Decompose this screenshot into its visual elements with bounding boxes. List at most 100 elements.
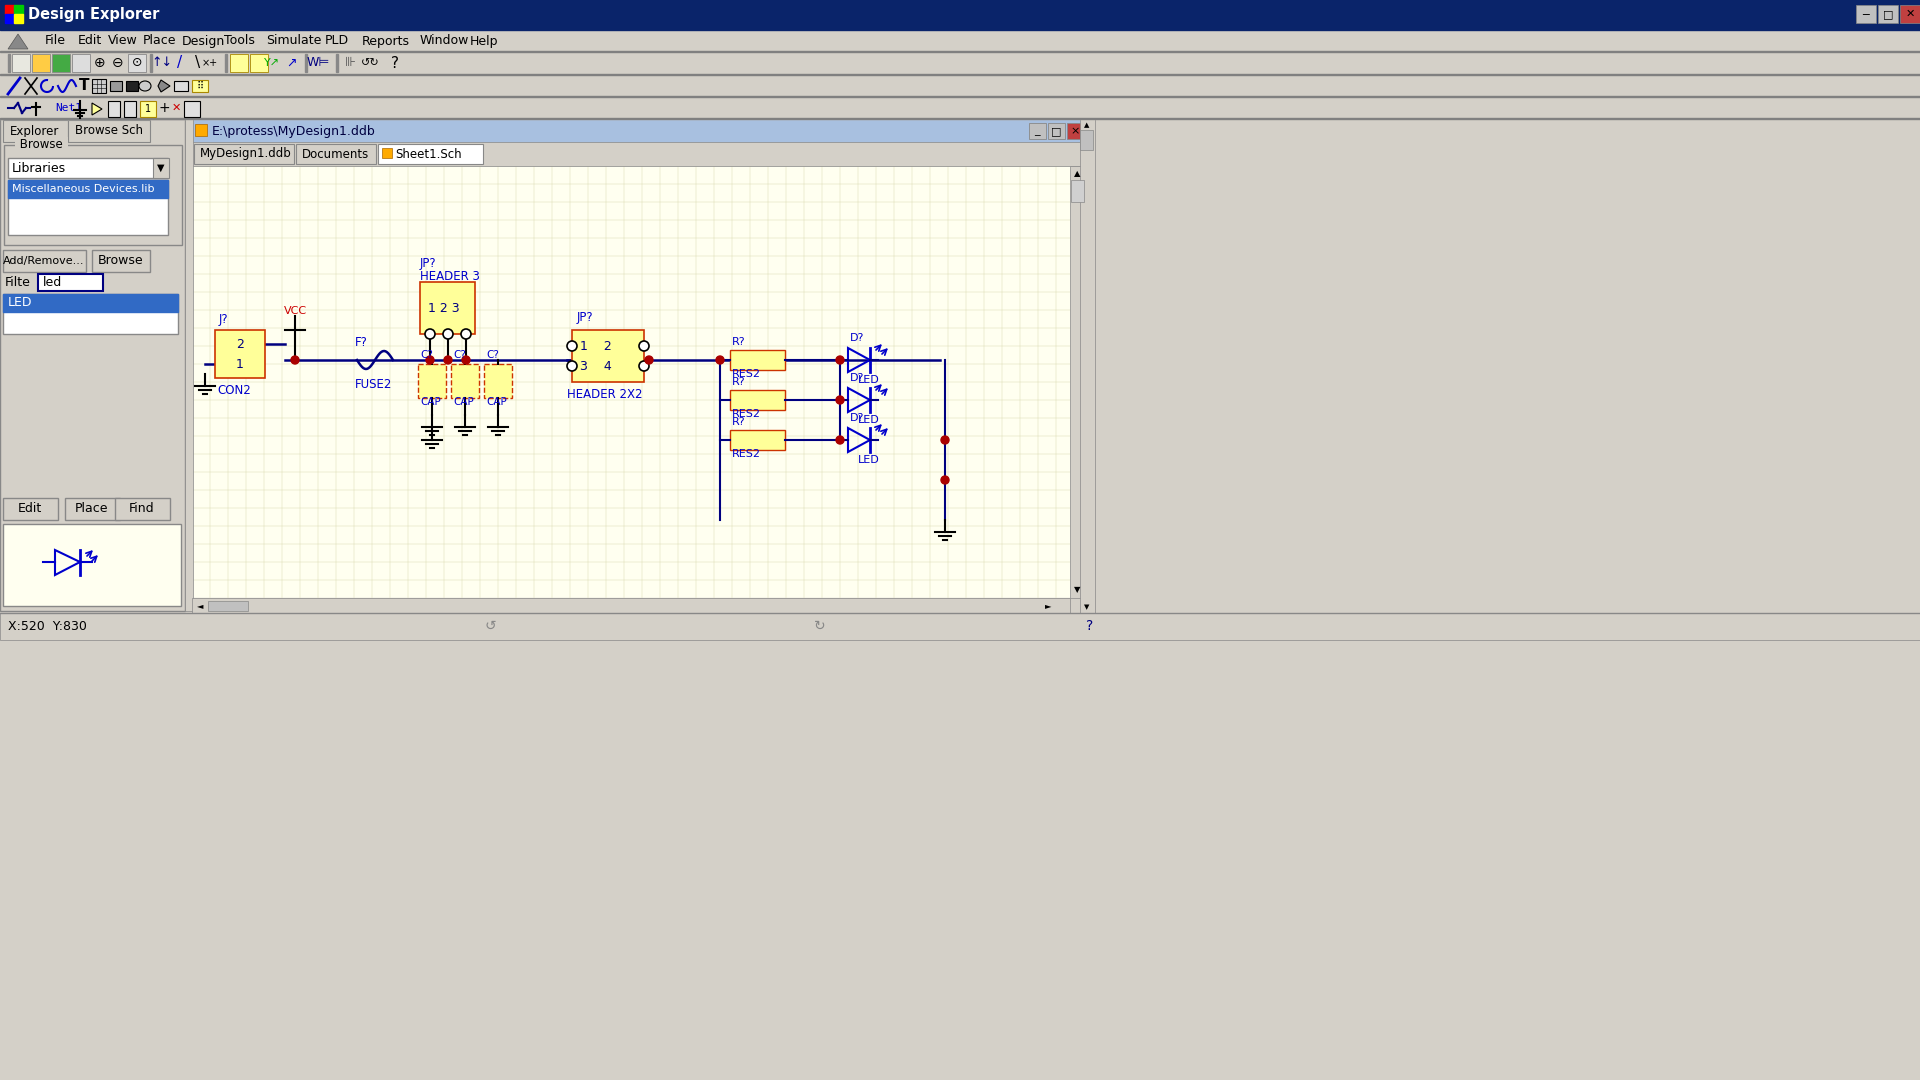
Circle shape [639, 341, 649, 351]
Text: File: File [44, 35, 65, 48]
Bar [150, 54, 152, 72]
Bar [192, 598, 1920, 613]
Text: ─: ─ [1862, 9, 1870, 19]
Text: ↑↓: ↑↓ [152, 56, 173, 69]
Text: ►: ► [1044, 602, 1052, 610]
Text: Sheet1.Sch: Sheet1.Sch [396, 148, 461, 161]
Text: +: + [157, 102, 169, 114]
Text: Y↗: Y↗ [263, 58, 280, 68]
Text: ↗: ↗ [286, 56, 298, 69]
Text: R?: R? [732, 337, 745, 347]
Text: Place: Place [142, 35, 177, 48]
Text: ▲: ▲ [1085, 122, 1091, 129]
Bar [207, 600, 248, 611]
Bar [192, 166, 1069, 598]
Text: ⊪: ⊪ [344, 56, 355, 69]
Bar [175, 81, 188, 91]
Bar [67, 120, 150, 141]
Bar [1048, 123, 1066, 139]
Circle shape [645, 356, 653, 364]
Ellipse shape [138, 81, 152, 91]
Bar [0, 52, 1920, 75]
Text: LED: LED [858, 455, 879, 465]
Circle shape [444, 329, 453, 339]
Text: Browse: Browse [15, 138, 67, 151]
Text: ×: × [1069, 126, 1079, 136]
Text: C?: C? [453, 350, 467, 360]
Text: ⊙: ⊙ [132, 56, 142, 69]
Bar [125, 102, 136, 117]
Text: RES2: RES2 [732, 409, 760, 419]
Text: ▼: ▼ [157, 163, 165, 173]
Bar [1079, 119, 1094, 613]
Text: FUSE2: FUSE2 [355, 378, 392, 391]
Text: R?: R? [732, 377, 745, 387]
Text: 1 2 3: 1 2 3 [428, 301, 459, 314]
Circle shape [835, 436, 845, 444]
Text: Edit: Edit [79, 35, 102, 48]
Bar [1029, 123, 1046, 139]
Bar [4, 249, 86, 272]
Bar [1069, 166, 1085, 598]
Bar [196, 124, 207, 136]
Text: ◄: ◄ [196, 602, 204, 610]
Text: J?: J? [219, 313, 228, 326]
Bar [0, 0, 1920, 30]
Text: ↺: ↺ [484, 619, 495, 633]
Bar [108, 102, 119, 117]
Text: C?: C? [420, 350, 432, 360]
Circle shape [461, 329, 470, 339]
Text: Design Explorer: Design Explorer [29, 8, 159, 23]
Bar [192, 141, 1085, 166]
Text: RES2: RES2 [732, 369, 760, 379]
Text: E:\protess\MyDesign1.ddb: E:\protess\MyDesign1.ddb [211, 124, 376, 137]
Bar [129, 54, 146, 72]
Text: CAP: CAP [486, 397, 507, 407]
Bar [4, 120, 67, 141]
Text: ✕: ✕ [171, 103, 180, 113]
Bar [0, 30, 1920, 52]
Text: ⊕: ⊕ [94, 56, 106, 70]
Text: ?: ? [1087, 619, 1094, 633]
Bar [6, 14, 13, 23]
Circle shape [424, 329, 436, 339]
Bar [250, 54, 269, 72]
Bar [8, 54, 10, 72]
Text: HEADER 3: HEADER 3 [420, 270, 480, 283]
Text: CAP: CAP [453, 397, 474, 407]
Polygon shape [8, 33, 29, 49]
Text: F?: F? [355, 336, 369, 349]
Circle shape [835, 356, 845, 364]
Text: Design: Design [182, 35, 225, 48]
Bar [4, 498, 58, 519]
Text: X:520  Y:830: X:520 Y:830 [8, 620, 86, 633]
Circle shape [835, 396, 845, 404]
Bar [194, 144, 294, 164]
Bar [65, 498, 119, 519]
Text: Browse Sch: Browse Sch [75, 124, 142, 137]
Text: ↻: ↻ [814, 619, 826, 633]
Bar [6, 5, 13, 14]
Bar [419, 364, 445, 399]
Text: CON2: CON2 [217, 383, 252, 396]
Bar [8, 158, 169, 178]
Bar [1079, 130, 1092, 150]
Bar [184, 102, 200, 117]
Text: LED: LED [858, 415, 879, 426]
Bar [4, 524, 180, 606]
Text: View: View [108, 35, 138, 48]
Circle shape [941, 476, 948, 484]
Bar [73, 54, 90, 72]
Bar [38, 274, 104, 291]
Bar [420, 282, 474, 334]
Text: HEADER 2X2: HEADER 2X2 [566, 388, 643, 401]
Text: ▼: ▼ [1073, 585, 1081, 594]
Text: C?: C? [486, 350, 499, 360]
Text: W⊨: W⊨ [307, 56, 330, 69]
Bar [730, 390, 785, 410]
Bar [4, 294, 179, 334]
Text: Help: Help [470, 35, 499, 48]
Text: Reports: Reports [363, 35, 411, 48]
Bar [730, 430, 785, 450]
Bar [192, 598, 1069, 615]
